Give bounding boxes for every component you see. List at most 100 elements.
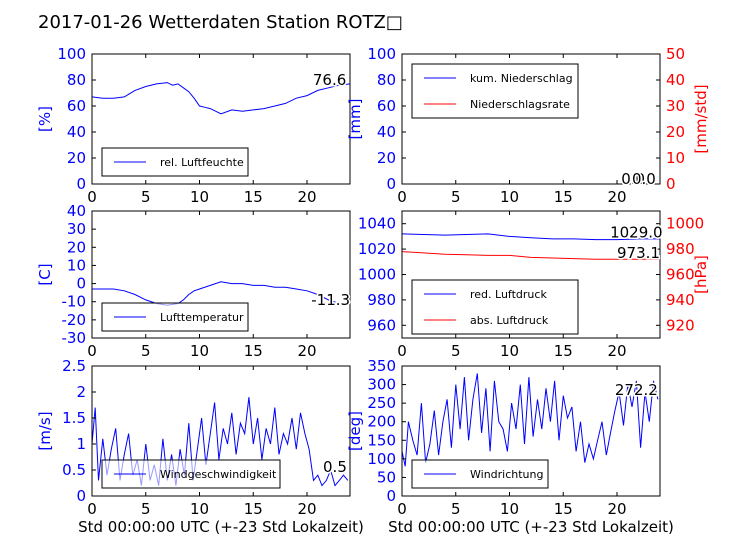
- x-tick-label: 15: [554, 188, 573, 206]
- panel-wind: 0 5 10 15 20 0 0.5 1 1.5 2 2.5 [m/s] Std 00:00:00 UT…: [36, 357, 364, 536]
- series-line-pressure-1: [401, 251, 660, 260]
- y-axis-label-temp: [C]: [36, 263, 54, 285]
- legend-label-precip-1: Niederschlagsrate: [470, 98, 570, 111]
- y-tick-label: 60: [67, 97, 86, 115]
- x-tick-label: 5: [451, 188, 461, 206]
- x-tick-label: 0: [397, 500, 407, 518]
- x-tick-label: 5: [141, 500, 151, 518]
- y-tick-label: 1000: [358, 266, 396, 284]
- y-tick-label: 200: [367, 413, 396, 431]
- x-tick-label: 20: [297, 188, 316, 206]
- y-tick-label: 20: [67, 238, 86, 256]
- y-tick-label: 2: [76, 383, 86, 401]
- panel-precip: 0 5 10 15 20 0 20 40 60 80 100 0 10 20 30 40 50 [mm] [mm/s…: [346, 45, 710, 206]
- legend-label-pressure-0: red. Luftdruck: [470, 288, 547, 301]
- x-tick-label: 10: [500, 342, 519, 360]
- y-tick-label: 350: [367, 357, 396, 375]
- y-tick-label: 150: [367, 431, 396, 449]
- y-tick-label: 0: [76, 275, 86, 293]
- x-tick-label: 10: [500, 188, 519, 206]
- value-annotation-pressure-0: 1029.0: [610, 224, 663, 242]
- plot-frame-humidity: [91, 53, 351, 185]
- x-axis-label-winddir: Std 00:00:00 UTC (+-23 Std Lokalzeit): [388, 518, 674, 536]
- y-tick-label: 980: [367, 291, 396, 309]
- value-annotation-wind-0: 0.5: [323, 458, 347, 476]
- x-tick-label: 20: [297, 500, 316, 518]
- y-tick-label: 10: [67, 256, 86, 274]
- y2-tick-label: 30: [666, 97, 685, 115]
- y-tick-label: 0: [76, 487, 86, 505]
- y-tick-label: 40: [377, 123, 396, 141]
- x-tick-label: 10: [190, 342, 209, 360]
- legend-label-humidity-0: rel. Luftfeuchte: [160, 156, 244, 169]
- x-tick-label: 5: [451, 342, 461, 360]
- y-axis-label-winddir: [deg]: [346, 411, 364, 451]
- y-tick-label: 40: [67, 202, 86, 220]
- y2-tick-label: 20: [666, 123, 685, 141]
- legend-label-winddir-0: Windrichtung: [470, 468, 543, 481]
- y-tick-label: 250: [367, 394, 396, 412]
- x-tick-label: 0: [87, 188, 97, 206]
- legend-box-precip: [411, 63, 579, 119]
- value-annotation-pressure-1: 973.1: [617, 244, 660, 262]
- x-tick-label: 0: [87, 500, 97, 518]
- y2-tick-label: 920: [666, 316, 695, 334]
- y-tick-label: 60: [377, 97, 396, 115]
- y-tick-label: -10: [62, 293, 87, 311]
- x-tick-label: 5: [141, 188, 151, 206]
- y-tick-label: 1: [76, 435, 86, 453]
- y-tick-label: 1020: [358, 240, 396, 258]
- x-tick-label: 15: [244, 188, 263, 206]
- y-tick-label: 0.5: [62, 461, 86, 479]
- x-tick-label: 5: [451, 500, 461, 518]
- legend-label-precip-0: kum. Niederschlag: [470, 72, 573, 85]
- y-tick-label: 0: [386, 487, 396, 505]
- y-axis-label-wind: [m/s]: [36, 411, 54, 450]
- value-annotation-precip-0: 0.0: [621, 170, 645, 188]
- y-tick-label: 960: [367, 316, 396, 334]
- y-tick-label: 80: [377, 71, 396, 89]
- x-tick-label: 15: [244, 342, 263, 360]
- y-tick-label: 100: [367, 450, 396, 468]
- y-tick-label: 0: [76, 175, 86, 193]
- y2-tick-label: 0: [666, 175, 676, 193]
- value-annotation-temp-0: -11.3: [311, 291, 350, 309]
- series-line-humidity-0: [91, 82, 351, 115]
- y-tick-label: 1.5: [62, 409, 86, 427]
- y-tick-label: 2.5: [62, 357, 86, 375]
- x-tick-label: 20: [607, 342, 626, 360]
- plot-frame-precip: [401, 53, 661, 185]
- y2-tick-label: 980: [666, 240, 695, 258]
- y-tick-label: -20: [62, 311, 87, 329]
- x-axis-label-wind: Std 00:00:00 UTC (+-23 Std Lokalzeit): [78, 518, 364, 536]
- y-tick-label: -30: [62, 329, 87, 347]
- y2-tick-label: 1000: [666, 215, 704, 233]
- series-line-winddir-0: [401, 373, 659, 467]
- legend-box-pressure: [411, 279, 579, 335]
- y2-axis-label-precip: [mm/std]: [692, 84, 710, 153]
- panel-humidity: 0 5 10 15 20 0 20 40 60 80 100 [%] rel. Luftfeuchte 7…: [36, 45, 351, 206]
- x-tick-label: 20: [297, 342, 316, 360]
- x-tick-label: 20: [607, 188, 626, 206]
- y2-tick-label: 960: [666, 266, 695, 284]
- x-tick-label: 0: [397, 342, 407, 360]
- x-tick-label: 20: [607, 500, 626, 518]
- panel-temp: 0 5 10 15 20-30-20-10010203040[C]Lufttempera…: [36, 202, 352, 360]
- x-tick-label: 15: [244, 500, 263, 518]
- value-annotation-humidity-0: 76.6: [313, 71, 346, 89]
- y2-tick-label: 940: [666, 291, 695, 309]
- legend-label-temp-0: Lufttemperatur: [160, 311, 244, 324]
- y-tick-label: 1040: [358, 215, 396, 233]
- y-axis-label-humidity: [%]: [36, 106, 54, 132]
- plot-frame-wind: [91, 365, 351, 497]
- legend-label-wind-0: Windgeschwindigkeit: [160, 468, 277, 481]
- figure-title: 2017-01-26 Wetterdaten Station ROTZ□: [38, 12, 403, 33]
- y-tick-label: 40: [67, 123, 86, 141]
- x-tick-label: 10: [500, 500, 519, 518]
- y2-axis-label-pressure: [hPa]: [692, 255, 710, 294]
- y-tick-label: 50: [377, 468, 396, 486]
- plot-frame-winddir: [401, 365, 661, 497]
- y2-tick-label: 40: [666, 71, 685, 89]
